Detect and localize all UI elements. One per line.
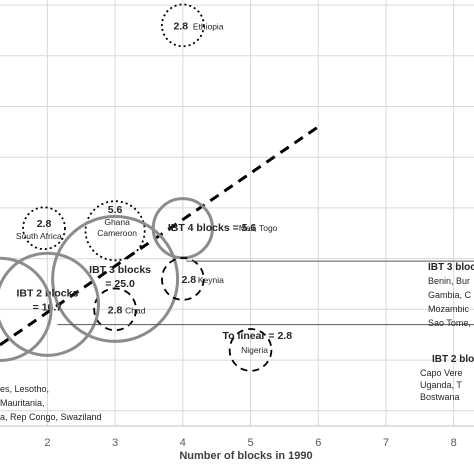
bubble-name-label: Ghana Cameroon [97,217,137,238]
x-tick-label: 7 [383,437,389,449]
bubble-circle [93,287,137,332]
bubble-name-label: Ethiopia [193,21,224,31]
annotation-title-line: IBT 2 blo [432,354,474,365]
bubble: IBT 2 blocks = 16.7 [0,251,100,357]
bubble-value-label: 2.8 [174,20,189,32]
bubble-value-label-line: = 16.7 [33,301,63,313]
bubble-value-label-line: IBT 3 blocks [89,264,151,276]
bubble-value-label-line: 5.6 [108,204,123,216]
bubble-name-label: Nigeria [241,345,268,355]
bubble-name-label-line: South Africa, [16,231,64,241]
annotation-line: Gambia, C [428,290,472,300]
left-country-text: a, Rep Congo, Swaziland [0,412,102,422]
bubble-name-label-line: Ethiopia [193,21,224,31]
left-country-text: es, Lesotho, [0,384,49,394]
bubble-circle [0,256,53,362]
bubble-circle [22,206,66,251]
bubble-circle [161,3,205,48]
x-axis-ticks: 2 3 4 5 6 7 8 [44,437,456,449]
bubble-value-label-line: To linear = 2.8 [223,330,293,342]
bubble-value-label: 5.6 [108,204,123,216]
bubble: 2.8 Keynia [161,257,224,301]
bubble-circle [161,257,205,301]
bubble-value-label-line: IBT 4 blocks = 5.6 [168,222,257,234]
left-country-text: Mauritania, [0,398,45,408]
annotation-line: Benin, Bur [428,276,470,286]
annotation-line: Uganda, T [420,380,462,390]
bubble-circle [0,251,100,357]
bubble-name-label-line: Chad [125,305,146,315]
bubble: 2.8 Chad [93,287,146,332]
bubble-value-label-line: 2.8 [174,20,189,32]
bubble-value-label-line: = 25.0 [105,278,135,290]
x-tick-label: 4 [180,437,186,449]
bubble-value-label: IBT 4 blocks = 5.6 [168,222,257,234]
bubble-value-label: To linear = 2.8 [223,330,293,342]
bubble-name-label-line: Ghana [104,217,130,227]
bubble-name-label: Mali, Togo [239,223,278,233]
annotation-ibt3: IBT 3 block Benin, Bur Gambia, C Mozambic Sa… [428,262,474,328]
bubble-value-label: 2.8 [182,274,197,286]
annotation-title: IBT 2 blo [432,354,474,365]
x-tick-label: 3 [112,437,118,449]
annotation-line: Sao Tome, [428,318,471,328]
gridlines [0,0,474,427]
annotation-line: Mozambic [428,304,470,314]
bubble-name-label-line: Nigeria [241,345,268,355]
bubble-circle [228,328,273,372]
bubble-value-label-line: 2.8 [108,304,123,316]
bubble-name-label: Keynia [198,275,224,285]
bubble-value-label: 2.8 [37,218,52,230]
bubble-name-label-line: Mali, Togo [239,223,278,233]
x-axis-label: Number of blocks in 1990 [179,450,312,462]
bubble-value-label-line: 2.8 [182,274,197,286]
bubble: IBT 3 blocks = 25.0 [51,214,180,343]
bubble-value-label: 2.8 [108,304,123,316]
annotation-ibt2: IBT 2 blo Capo Vere Uganda, T Bostwana [420,354,474,402]
x-tick-label: 2 [44,437,50,449]
bubble-circle [84,200,146,262]
side-annotations: es, Lesotho, Mauritania, a, Rep Congo, Swa… [0,260,474,422]
bubble-value-label-line: 2.8 [37,218,52,230]
x-tick-label: 8 [451,437,457,449]
bubble: To linear = 2.8 Nigeria [223,328,293,372]
bubble-value-label: IBT 3 blocks = 25.0 [89,264,151,290]
bubble-circle [51,214,180,343]
annotation-title: IBT 3 block [428,262,474,273]
bubble-name-label-line: Cameroon [97,228,137,238]
bubble [0,256,53,362]
annotation-line: Bostwana [420,392,460,402]
x-tick-label: 5 [247,437,253,449]
annotation-line: Capo Vere [420,368,463,378]
x-tick-label: 6 [315,437,321,449]
bubble-name-label: South Africa, [16,231,64,241]
bubble: 2.8 Ethiopia [161,3,224,48]
bubble-name-label-line: Keynia [198,275,224,285]
annotation-title-line: IBT 3 block [428,262,474,273]
bubble-name-label: Chad [125,305,146,315]
